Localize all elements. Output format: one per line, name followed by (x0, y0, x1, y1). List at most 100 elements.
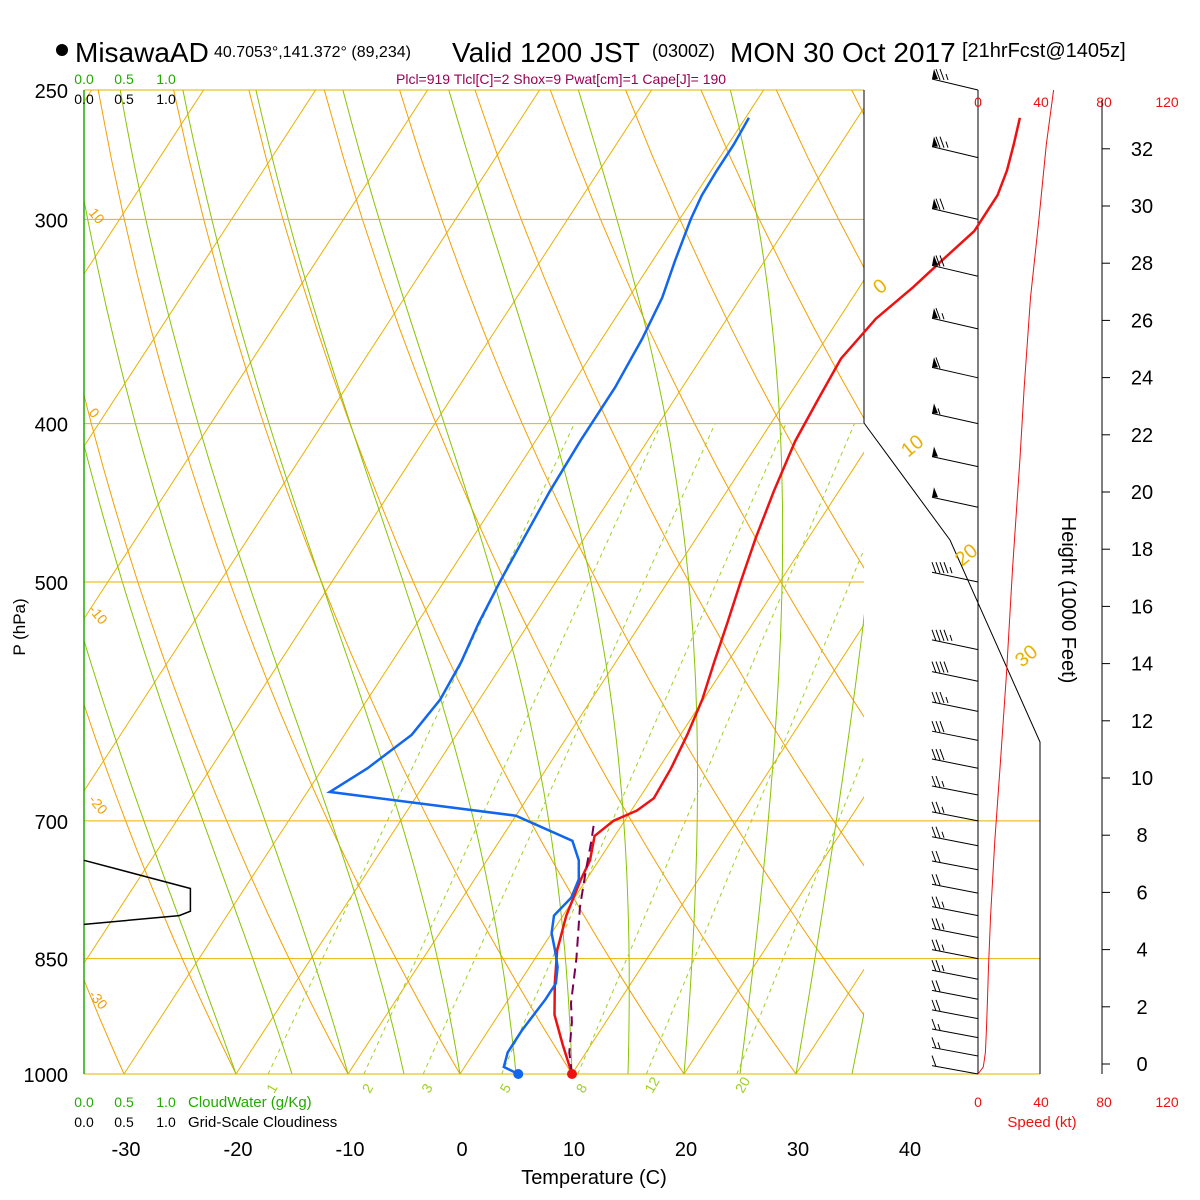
wind-barb-staff (931, 571, 979, 583)
isotherm-label: 10 (897, 431, 928, 462)
moist-adiabat-line (851, 1010, 864, 1074)
y-axis-label: P (hPa) (10, 598, 29, 655)
wind-barb-feather (931, 980, 937, 992)
wind-barb-feather (931, 1055, 937, 1067)
wind-barb-feather (931, 896, 937, 908)
wind-barb-feather (935, 136, 941, 148)
dry-adiabat-line (851, 90, 864, 116)
surface-temperature-marker (567, 1069, 577, 1079)
wind-barb-half-feather (937, 408, 941, 415)
dry-adiabat-line (173, 90, 573, 1074)
dry-adiabat-line (248, 90, 685, 1074)
indices-line: Plcl=919 Tlcl[C]=2 Shox=9 Pwat[cm]=1 Cap… (396, 71, 726, 87)
wind-barb-half-feather (941, 806, 945, 813)
mixing-ratio-label: 20 (732, 1074, 754, 1096)
wind-barb (931, 629, 979, 651)
wind-barb-feather (931, 960, 937, 972)
wind-barb-pennant (932, 308, 938, 319)
x-tick-label: 30 (787, 1139, 809, 1161)
pressure-tick-label: 850 (35, 950, 68, 972)
wind-barb (931, 896, 979, 917)
height-tick-label: 6 (1136, 882, 1147, 904)
wind-barb (931, 562, 979, 583)
moist-adiabat-line (795, 613, 864, 1074)
dry-adiabat-line (700, 90, 864, 420)
x-tick-label: 10 (563, 1139, 585, 1161)
mixing-ratio-line (267, 423, 575, 1074)
wind-barb-staff (931, 317, 979, 330)
cloudiness-bottom-tick: 0.0 (74, 1114, 94, 1130)
wind-barb (931, 357, 979, 379)
height-tick-label: 30 (1131, 196, 1153, 218)
wind-barb-feather (935, 939, 941, 951)
wind-barb-staff (931, 758, 979, 769)
wind-barb-feather (935, 896, 941, 908)
mixing-ratio-line (577, 423, 855, 1074)
speed-panel-boundary (863, 422, 1041, 1074)
wind-barb-half-feather (941, 944, 945, 951)
valid-date: MON 30 Oct 2017 (730, 37, 956, 68)
wind-barb-feather (931, 999, 937, 1012)
wind-barb-staff (931, 639, 979, 651)
wind-barb-feather (935, 562, 941, 574)
wind-barb-half-feather (945, 696, 949, 704)
wind-barb (931, 826, 979, 847)
moist-adiabat-line (577, 90, 698, 1074)
wind-barb (931, 939, 979, 960)
speed-top-tick: 0 (974, 94, 982, 110)
wind-barb-feather (935, 918, 941, 930)
wind-barb-feather (939, 68, 945, 81)
mixing-ratio-label: 5 (496, 1081, 514, 1096)
speed-bottom-tick: 120 (1155, 1094, 1179, 1110)
wind-barb (931, 1055, 979, 1075)
height-tick-label: 0 (1136, 1054, 1147, 1076)
wind-barb (931, 68, 979, 91)
pressure-tick-label: 700 (35, 812, 68, 834)
moist-adiabat-line (342, 90, 573, 1074)
wind-barb-feather (935, 775, 941, 788)
wind-barb (931, 1018, 979, 1039)
wind-speed-line (977, 89, 1055, 1075)
mixing-ratio-line (645, 548, 864, 1074)
wind-barb-staff (931, 1046, 979, 1057)
dry-adiabat-label: -20 (86, 792, 111, 818)
wind-barb-feather (931, 1037, 937, 1049)
wind-barb-feather (931, 775, 937, 788)
wind-barb-feather (935, 198, 941, 210)
wind-barb (931, 308, 979, 330)
station-marker-icon (56, 44, 68, 56)
temperature-line (553, 117, 1022, 1075)
wind-barb-feather (931, 850, 937, 863)
wind-barb-half-feather (945, 73, 949, 81)
wind-barb-feather (931, 918, 937, 930)
speed-bottom-tick: 0 (974, 1094, 982, 1110)
wind-barb-feather (935, 629, 941, 642)
wind-barb-feather (939, 198, 945, 210)
wind-barb-staff (931, 671, 979, 682)
wind-barb-feather (935, 357, 941, 369)
height-tick-label: 12 (1131, 711, 1153, 733)
isotherm-line (1132, 90, 1200, 1074)
cloudwater-top-tick: 1.0 (156, 71, 176, 87)
wind-barb-staff (931, 146, 979, 159)
wind-barb-pennant (932, 357, 938, 368)
wind-barbs (931, 68, 979, 1075)
valid-utc: (0300Z) (652, 41, 715, 61)
x-axis-label: Temperature (C) (521, 1167, 667, 1189)
wind-barb-feather (935, 999, 941, 1012)
wind-barb (931, 403, 979, 425)
moist-adiabat-line (182, 90, 461, 1074)
dry-adiabat-line (84, 702, 237, 1074)
speed-bottom-tick: 40 (1033, 1094, 1049, 1110)
parcel-line (568, 820, 596, 1075)
moist-adiabat-line (84, 442, 293, 1074)
height-tick-label: 22 (1131, 425, 1153, 447)
speed-top-tick: 80 (1096, 94, 1112, 110)
wind-barb-staff (931, 836, 979, 847)
height-tick-label: 18 (1131, 539, 1153, 561)
wind-barb-feather (935, 661, 941, 673)
wind-barb-feather (931, 661, 937, 673)
wind-barb-feather (939, 562, 945, 574)
valid-time: Valid 1200 JST (452, 37, 640, 68)
mixing-ratio-label: 3 (418, 1081, 436, 1096)
